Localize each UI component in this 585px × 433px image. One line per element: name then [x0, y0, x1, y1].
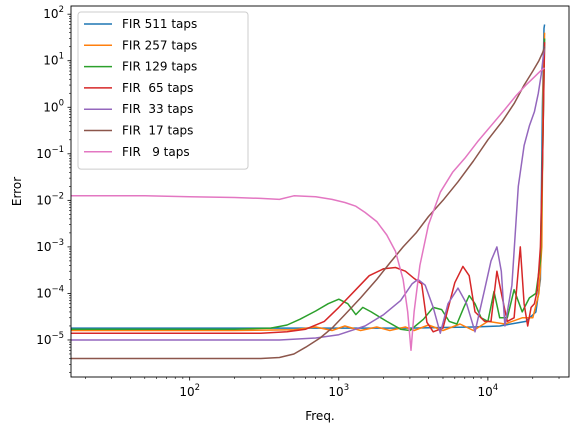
y-tick-label: 10−1: [36, 145, 64, 161]
series-line-6: [71, 46, 546, 360]
series-line-4: [71, 42, 546, 334]
x-tick-label: 102: [179, 383, 200, 399]
y-ticks: 10−5 10−4 10−3 10−2 10−1 100 101 102: [36, 5, 71, 373]
y-tick-label: 10−5: [36, 331, 64, 347]
legend-label: FIR 17 taps: [122, 124, 193, 138]
y-tick-label: 10−3: [36, 238, 64, 254]
legend-label: FIR 65 taps: [122, 81, 193, 95]
y-tick-label: 101: [43, 52, 64, 68]
legend-box: [77, 11, 249, 170]
x-ticks: 102 103 104: [85, 377, 560, 399]
legend: FIR 511 taps FIR 257 taps FIR 129 taps FIR …: [77, 11, 249, 170]
x-tick-label: 104: [478, 383, 499, 399]
legend-label: FIR 9 taps: [122, 145, 190, 159]
series-line-3: [71, 38, 546, 332]
legend-label: FIR 511 taps: [122, 17, 197, 31]
y-tick-label: 102: [43, 5, 64, 21]
series-layer: [71, 24, 546, 360]
y-tick-label: 10−2: [36, 191, 64, 207]
series-line-5: [71, 46, 546, 341]
series-line-7: [71, 67, 546, 352]
legend-label: FIR 257 taps: [122, 38, 197, 52]
legend-label: FIR 33 taps: [122, 102, 193, 116]
x-axis-label: Freq.: [305, 409, 335, 423]
y-axis-label: Error: [10, 177, 24, 206]
y-tick-label: 10−4: [36, 284, 64, 300]
legend-label: FIR 129 taps: [122, 60, 197, 74]
y-tick-label: 100: [43, 98, 64, 114]
x-tick-label: 103: [328, 383, 349, 399]
plot-frame: [70, 5, 570, 378]
